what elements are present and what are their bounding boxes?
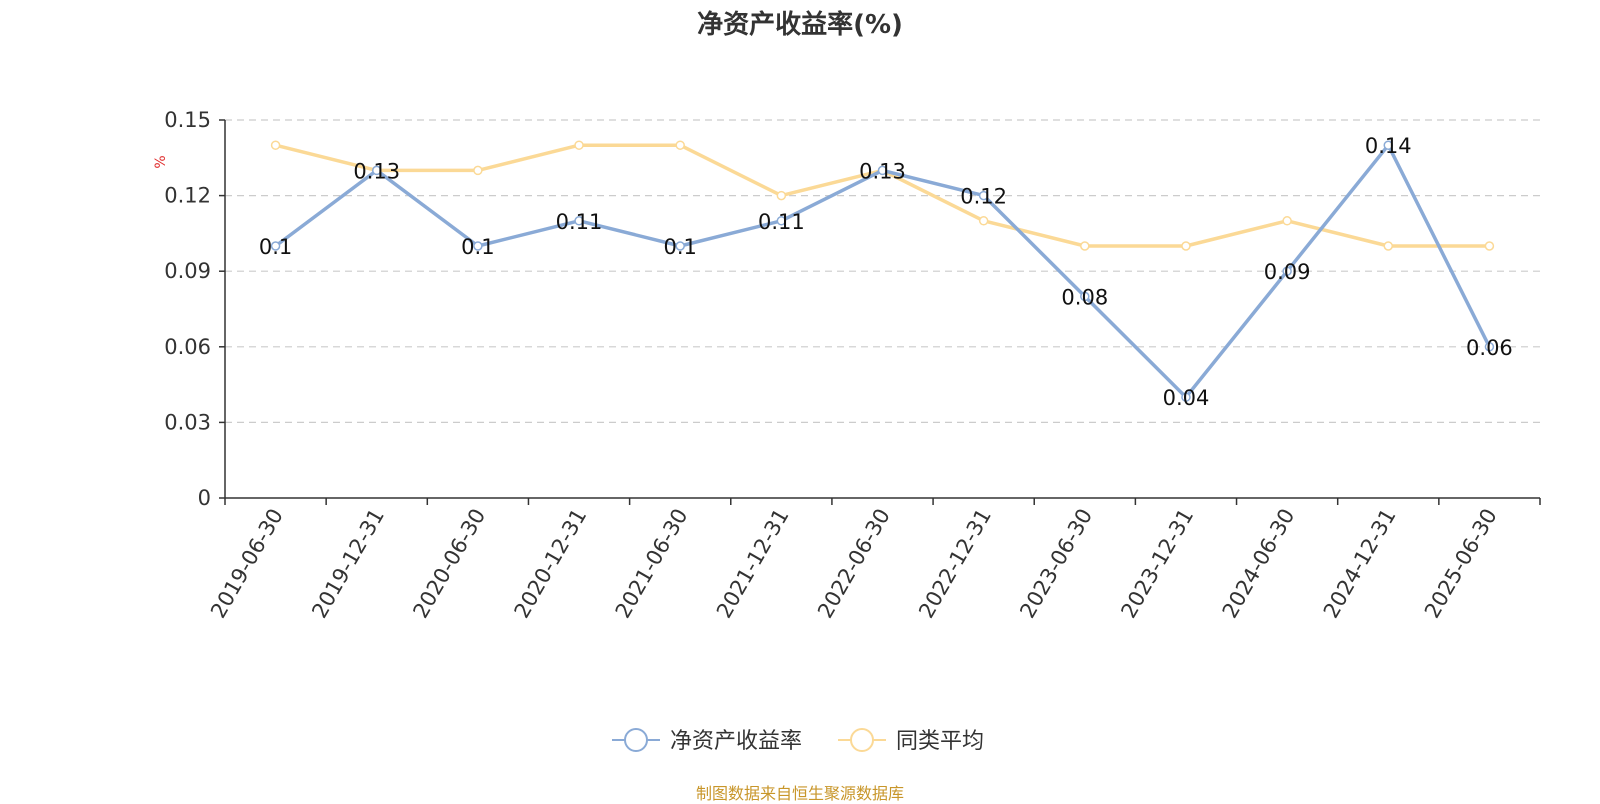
data-point — [270, 140, 281, 150]
data-point — [978, 190, 989, 201]
data-point — [1383, 140, 1394, 150]
x-tick-label: 2023-12-31 — [1116, 505, 1198, 623]
x-tick-label: 2020-12-31 — [510, 505, 592, 623]
data-label: 0.1 — [663, 235, 696, 259]
data-label: 0.14 — [1365, 134, 1412, 158]
data-point — [776, 216, 787, 226]
data-point — [978, 216, 989, 226]
data-point — [1484, 241, 1495, 251]
y-axis-unit-label: % — [153, 155, 169, 168]
data-point — [473, 165, 483, 176]
data-point — [675, 140, 685, 150]
data-point — [1282, 216, 1292, 226]
data-label: 0.11 — [758, 210, 805, 234]
data-label: 0.08 — [1061, 285, 1108, 309]
x-tick-label: 2022-06-30 — [813, 505, 895, 623]
data-point — [1484, 342, 1495, 352]
data-label: 0.12 — [960, 185, 1007, 209]
y-tick-label: 0.15 — [164, 108, 211, 132]
legend-label-1: 同类平均 — [896, 729, 984, 754]
data-point — [1080, 241, 1090, 251]
legend-marker-0 — [624, 728, 648, 752]
series — [270, 140, 1495, 402]
data-point — [473, 241, 483, 251]
data-label: 0.11 — [556, 210, 603, 234]
data-point — [574, 140, 584, 150]
data-label: 0.09 — [1264, 260, 1311, 284]
data-label: 0.06 — [1466, 336, 1513, 360]
y-tick-label: 0.12 — [164, 184, 211, 208]
x-tick-label: 2024-06-30 — [1218, 505, 1300, 623]
legend-marker-1 — [850, 728, 874, 752]
data-label: 0.13 — [859, 159, 906, 183]
chart-title: 净资产收益率(%) — [697, 10, 903, 40]
x-tick-label: 2019-12-31 — [307, 505, 389, 623]
x-tick-label: 2021-12-31 — [712, 505, 794, 623]
data-label: 0.04 — [1163, 386, 1210, 410]
data-point — [371, 165, 382, 176]
data-point — [1282, 266, 1292, 276]
data-labels: 0.1 0.13 0.1 0.11 0.1 0.11 0.13 0.12 0.08 0.04 0.0… — [259, 134, 1513, 410]
y-tick-label: 0.06 — [164, 335, 211, 359]
x-tick-label: 2025-06-30 — [1420, 505, 1502, 623]
data-source-note: 制图数据来自恒生聚源数据库 — [695, 784, 904, 803]
data-point — [1080, 291, 1090, 302]
data-label: 0.13 — [353, 159, 400, 183]
x-tick-label: 2020-06-30 — [408, 505, 490, 623]
data-point — [877, 165, 888, 176]
legend-label-0: 净资产收益率 — [670, 729, 802, 754]
x-tick-label: 2021-06-30 — [611, 505, 693, 623]
data-point — [574, 216, 584, 226]
y-tick-label: 0 — [198, 486, 211, 510]
gridlines — [225, 119, 1540, 423]
data-point — [776, 190, 787, 201]
data-point — [270, 241, 281, 251]
x-tick-label: 2019-06-30 — [206, 505, 288, 623]
data-point — [1181, 392, 1191, 402]
data-label: 0.1 — [259, 235, 292, 259]
x-tick-label: 2022-12-31 — [914, 504, 996, 622]
axes: % 0 0.03 0.06 0.09 0.12 0.15 2019-06-30 2019-12… — [153, 108, 1541, 623]
data-point — [1383, 241, 1394, 251]
x-tick-label: 2024-12-31 — [1319, 505, 1401, 623]
legend: 净资产收益率 同类平均 — [612, 728, 984, 754]
x-tick-label: 2023-06-30 — [1015, 505, 1097, 623]
y-tick-label: 0.09 — [164, 259, 211, 283]
data-point — [1181, 241, 1191, 251]
data-label: 0.1 — [461, 235, 494, 259]
y-tick-label: 0.03 — [164, 410, 211, 434]
data-point — [675, 241, 685, 251]
